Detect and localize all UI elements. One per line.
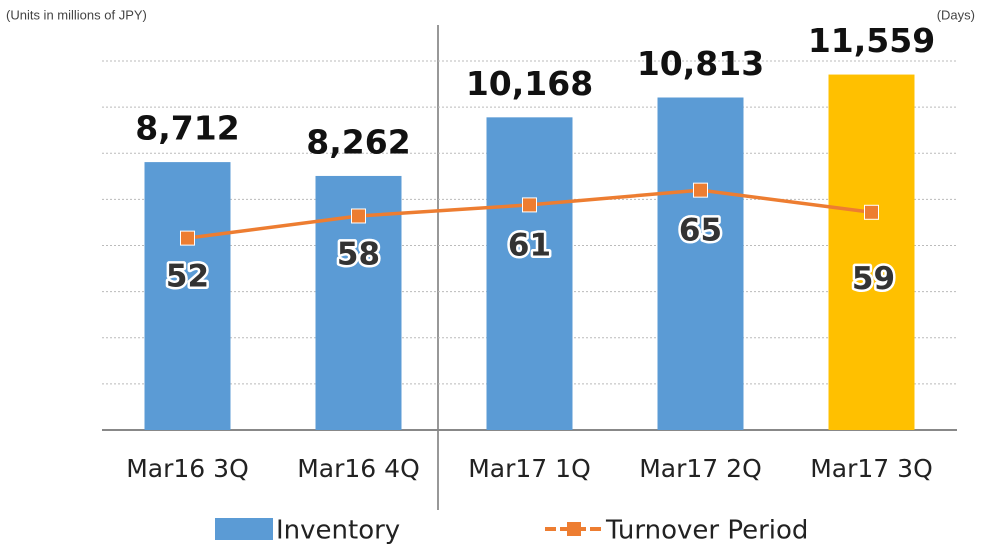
line-marker bbox=[351, 208, 366, 224]
line-marker bbox=[180, 230, 195, 246]
y2-axis-label: (Days) bbox=[937, 7, 975, 22]
line-value-label: 61 bbox=[508, 227, 551, 263]
line-value-label: 59 bbox=[852, 261, 895, 297]
bar bbox=[144, 162, 231, 430]
bar-value-label: 8,712 bbox=[135, 109, 239, 148]
line-value-label: 65 bbox=[679, 213, 722, 249]
x-tick-label: Mar17 3Q bbox=[810, 454, 933, 483]
bar bbox=[486, 117, 573, 431]
legend-marker bbox=[567, 522, 581, 536]
line-value-label: 52 bbox=[166, 259, 209, 295]
x-tick-label: Mar16 4Q bbox=[297, 454, 420, 483]
y-axis-label: (Units in millions of JPY) bbox=[6, 7, 147, 22]
legend-label: Inventory bbox=[276, 516, 400, 546]
x-tick-label: Mar17 1Q bbox=[468, 454, 591, 483]
bar bbox=[828, 74, 915, 430]
bar-value-label: 10,168 bbox=[466, 64, 593, 103]
bar-value-label: 8,262 bbox=[306, 122, 410, 161]
bar bbox=[657, 97, 744, 431]
x-tick-label: Mar16 3Q bbox=[126, 454, 249, 483]
legend-label: Turnover Period bbox=[605, 516, 808, 546]
line-value-label: 58 bbox=[337, 236, 380, 272]
line-marker bbox=[864, 204, 879, 220]
bar-value-label: 10,813 bbox=[637, 44, 764, 83]
line-marker bbox=[522, 197, 537, 213]
legend-swatch bbox=[215, 518, 273, 540]
bar-value-label: 11,559 bbox=[808, 21, 935, 60]
line-marker bbox=[693, 182, 708, 198]
x-tick-label: Mar17 2Q bbox=[639, 454, 762, 483]
